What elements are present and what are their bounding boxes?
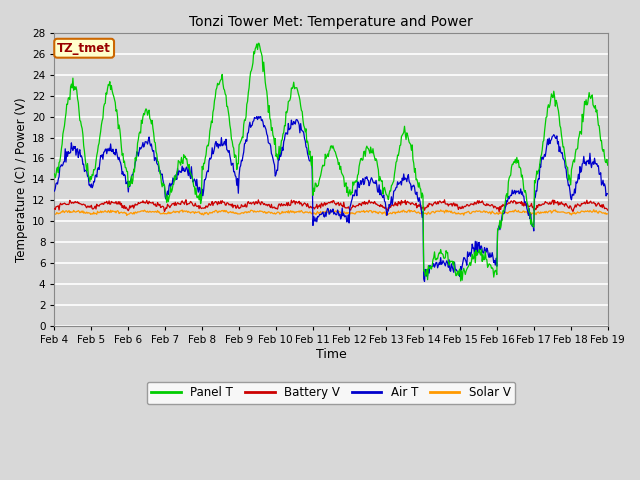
Legend: Panel T, Battery V, Air T, Solar V: Panel T, Battery V, Air T, Solar V (147, 382, 515, 404)
Title: Tonzi Tower Met: Temperature and Power: Tonzi Tower Met: Temperature and Power (189, 15, 473, 29)
Y-axis label: Temperature (C) / Power (V): Temperature (C) / Power (V) (15, 97, 28, 262)
Text: TZ_tmet: TZ_tmet (57, 42, 111, 55)
X-axis label: Time: Time (316, 348, 346, 360)
